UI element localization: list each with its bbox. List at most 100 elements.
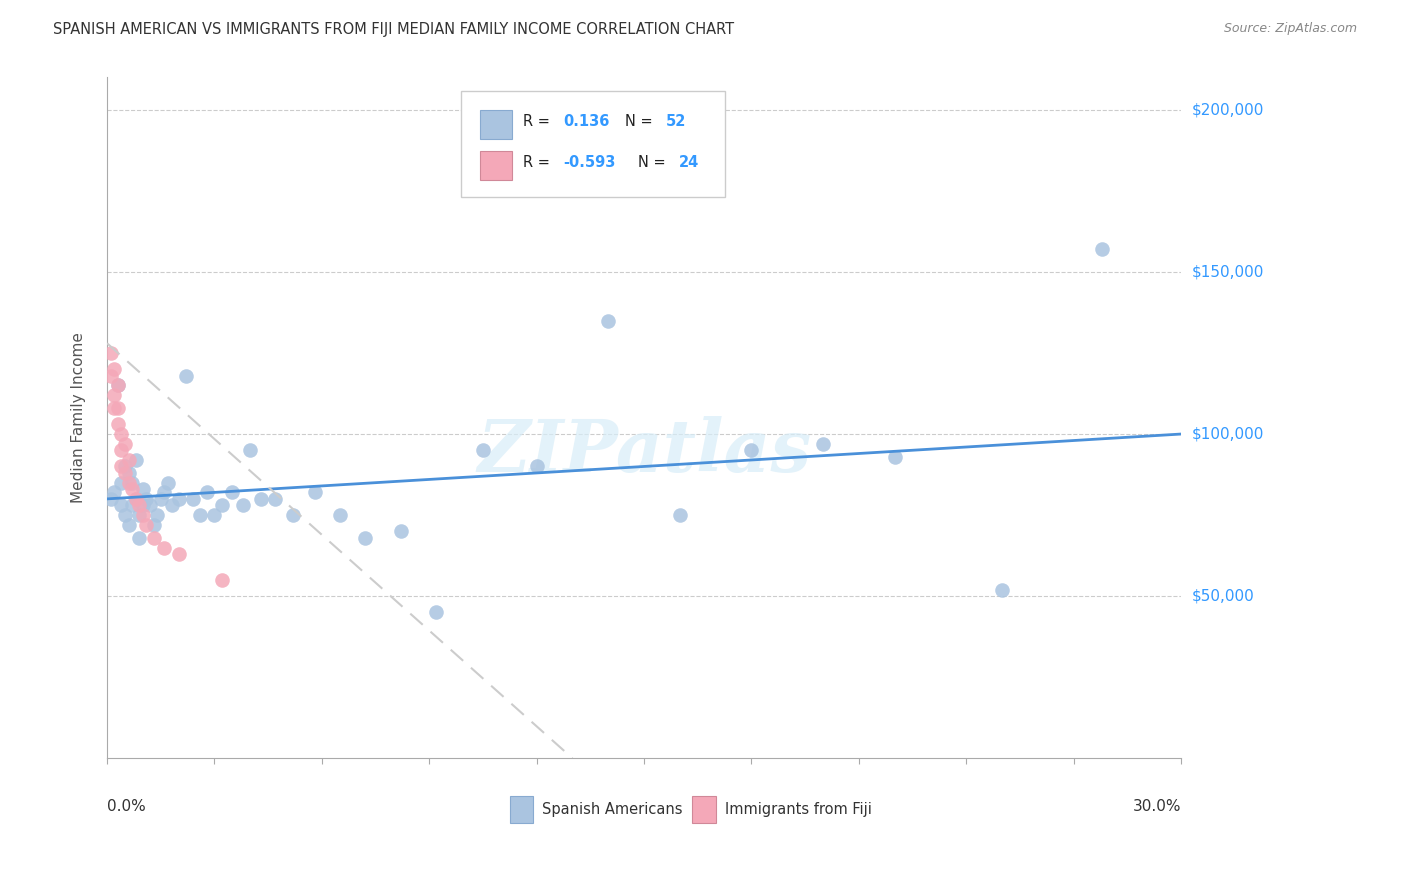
Point xyxy=(153,541,176,555)
Point xyxy=(142,531,165,545)
Point xyxy=(117,453,139,467)
FancyBboxPatch shape xyxy=(510,796,533,823)
Point xyxy=(304,485,326,500)
Point xyxy=(135,491,157,506)
Text: 30.0%: 30.0% xyxy=(1132,799,1181,814)
Point xyxy=(167,491,190,506)
Text: Source: ZipAtlas.com: Source: ZipAtlas.com xyxy=(1223,22,1357,36)
Point xyxy=(283,508,305,522)
Point xyxy=(1091,242,1114,256)
Point xyxy=(100,491,122,506)
Point xyxy=(125,491,148,506)
Point xyxy=(107,401,129,416)
Point xyxy=(389,524,412,539)
Point xyxy=(160,499,183,513)
Point xyxy=(121,475,143,490)
Point xyxy=(110,459,132,474)
Point xyxy=(107,378,129,392)
Y-axis label: Median Family Income: Median Family Income xyxy=(72,333,86,503)
Point xyxy=(811,436,834,450)
Point xyxy=(188,508,211,522)
Point xyxy=(103,362,125,376)
Point xyxy=(142,517,165,532)
Point xyxy=(110,443,132,458)
Point xyxy=(132,499,155,513)
Point xyxy=(232,499,254,513)
Text: $50,000: $50,000 xyxy=(1192,589,1254,604)
Text: $150,000: $150,000 xyxy=(1192,264,1264,279)
Point xyxy=(128,531,150,545)
Point xyxy=(128,508,150,522)
Point xyxy=(471,443,494,458)
FancyBboxPatch shape xyxy=(692,796,716,823)
Point xyxy=(107,378,129,392)
Text: 0.0%: 0.0% xyxy=(107,799,146,814)
Text: $200,000: $200,000 xyxy=(1192,103,1264,118)
Point xyxy=(167,547,190,561)
Point xyxy=(107,417,129,432)
Point xyxy=(329,508,352,522)
Point xyxy=(121,482,143,496)
Point xyxy=(669,508,692,522)
Text: R =: R = xyxy=(523,114,550,129)
Point xyxy=(883,450,905,464)
Point xyxy=(103,388,125,402)
Point xyxy=(114,466,136,480)
Point xyxy=(204,508,226,522)
Point xyxy=(132,508,155,522)
Point xyxy=(125,491,148,506)
Point xyxy=(425,605,447,619)
Point xyxy=(221,485,243,500)
FancyBboxPatch shape xyxy=(461,91,724,196)
Point xyxy=(598,313,620,327)
Point xyxy=(103,485,125,500)
Point xyxy=(239,443,262,458)
Point xyxy=(181,491,204,506)
Text: SPANISH AMERICAN VS IMMIGRANTS FROM FIJI MEDIAN FAMILY INCOME CORRELATION CHART: SPANISH AMERICAN VS IMMIGRANTS FROM FIJI… xyxy=(53,22,734,37)
Point xyxy=(153,485,176,500)
Point xyxy=(121,499,143,513)
Point xyxy=(740,443,762,458)
Text: 52: 52 xyxy=(665,114,686,129)
Point xyxy=(114,459,136,474)
Point xyxy=(146,508,169,522)
FancyBboxPatch shape xyxy=(479,151,512,179)
Point xyxy=(156,475,179,490)
Text: Immigrants from Fiji: Immigrants from Fiji xyxy=(724,802,872,817)
Point xyxy=(174,368,197,383)
Point xyxy=(114,508,136,522)
Point xyxy=(132,482,155,496)
Text: N =: N = xyxy=(624,114,652,129)
Point xyxy=(526,459,548,474)
Point xyxy=(117,466,139,480)
Point xyxy=(264,491,287,506)
Point xyxy=(100,346,122,360)
Point xyxy=(250,491,273,506)
Point xyxy=(353,531,375,545)
Point xyxy=(149,491,172,506)
Text: ZIPatlas: ZIPatlas xyxy=(477,417,811,487)
Text: N =: N = xyxy=(637,155,665,170)
Text: $100,000: $100,000 xyxy=(1192,426,1264,442)
Text: 0.136: 0.136 xyxy=(564,114,610,129)
Point xyxy=(211,499,233,513)
Point xyxy=(128,499,150,513)
Point xyxy=(125,453,148,467)
Point xyxy=(110,475,132,490)
Point xyxy=(117,517,139,532)
Point xyxy=(110,499,132,513)
Point xyxy=(110,427,132,442)
Text: -0.593: -0.593 xyxy=(564,155,616,170)
Text: 24: 24 xyxy=(678,155,699,170)
Point xyxy=(991,582,1014,597)
Text: Spanish Americans: Spanish Americans xyxy=(541,802,682,817)
Point xyxy=(139,499,162,513)
Point xyxy=(100,368,122,383)
Point xyxy=(211,573,233,587)
Point xyxy=(103,401,125,416)
Point xyxy=(117,475,139,490)
Text: R =: R = xyxy=(523,155,550,170)
Point xyxy=(195,485,218,500)
Point xyxy=(114,436,136,450)
Point xyxy=(135,517,157,532)
